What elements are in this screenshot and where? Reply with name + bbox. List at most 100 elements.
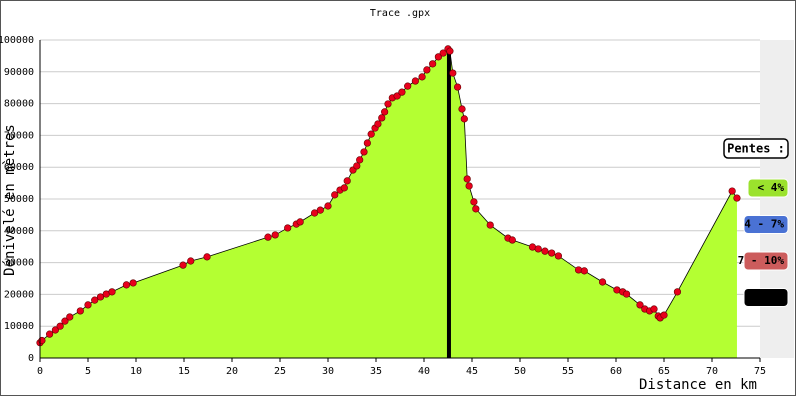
point [429,60,437,68]
y-axis-label: Dénivelé en mètres [2,124,18,276]
point [324,202,332,210]
point [84,301,92,309]
y-tick-label: 70000 [4,130,34,141]
x-tick-label: 65 [658,366,670,377]
point [470,198,478,206]
point [91,296,99,304]
point [381,108,389,116]
x-tick-label: 0 [37,366,43,377]
point [96,293,105,301]
point [384,100,392,108]
x-tick-label: 40 [418,366,430,377]
x-axis-label: Distance en km [639,377,757,393]
legend-title: Pentes : [727,142,785,156]
x-tick-label: 20 [226,366,238,377]
point [534,245,542,253]
y-tick-label: 40000 [4,226,34,237]
legend-swatch [747,178,789,198]
point [356,156,364,164]
point [316,206,324,214]
legend-label: 4 - 7% [744,218,784,231]
point [728,187,736,195]
y-tick-label: 90000 [4,67,34,78]
point [331,191,339,199]
point [458,105,466,113]
point [508,236,516,244]
legend-swatch [743,251,789,271]
legend-label: > 10% [751,291,784,304]
chart-title: Trace .gpx [370,8,430,19]
y-tick-label: 10000 [4,321,34,332]
x-tick-label: 35 [370,366,382,377]
point [398,88,406,96]
point [187,257,195,265]
point [580,267,588,275]
point [472,205,480,213]
x-tick-label: 25 [274,366,286,377]
point [310,209,319,217]
point [446,47,454,55]
point [51,326,59,334]
point [56,322,64,330]
point [353,162,361,170]
point [343,177,351,185]
area-fill [40,48,737,359]
y-tick-label: 30000 [4,258,34,269]
point [411,77,419,85]
point [122,281,130,289]
point [374,120,382,128]
point [541,247,549,255]
point [598,278,607,286]
y-tick-label: 60000 [4,162,34,173]
point [660,311,668,319]
point [179,261,187,269]
side-band [760,40,794,358]
point [548,249,556,257]
x-tick-label: 75 [754,366,766,377]
point [733,194,741,202]
x-tick-label: 10 [130,366,142,377]
point [554,252,563,260]
legend-swatch [743,288,789,307]
y-tick-label: 80000 [4,99,34,110]
point [129,279,137,287]
point [449,69,457,77]
x-tick-label: 60 [610,366,622,377]
legend-swatch [743,215,789,234]
point [418,73,426,81]
y-tick-label: 100000 [0,35,34,46]
point [61,317,69,325]
point [622,290,631,298]
point [439,49,447,57]
x-tick-label: 30 [322,366,334,377]
point [296,218,304,226]
x-tick-label: 5 [85,366,91,377]
point [45,330,54,338]
point [367,130,375,138]
point [203,253,211,261]
legend-label: < 4% [758,181,785,194]
point [673,288,682,296]
point [486,221,494,229]
x-tick-label: 70 [706,366,718,377]
point [454,83,462,91]
y-tick-label: 20000 [4,289,34,300]
y-tick-label: 0 [28,353,34,364]
point [360,148,368,156]
point [393,92,401,100]
point [363,139,371,147]
point [404,82,412,90]
point [340,184,348,192]
point [378,114,386,122]
point [460,115,468,123]
x-tick-label: 50 [514,366,526,377]
point [465,182,473,190]
point [650,305,658,313]
point [264,233,272,241]
point [108,288,116,296]
x-tick-label: 55 [562,366,574,377]
point [76,307,84,315]
y-tick-label: 50000 [4,194,34,205]
legend-title-box [723,138,789,159]
point [284,224,292,232]
